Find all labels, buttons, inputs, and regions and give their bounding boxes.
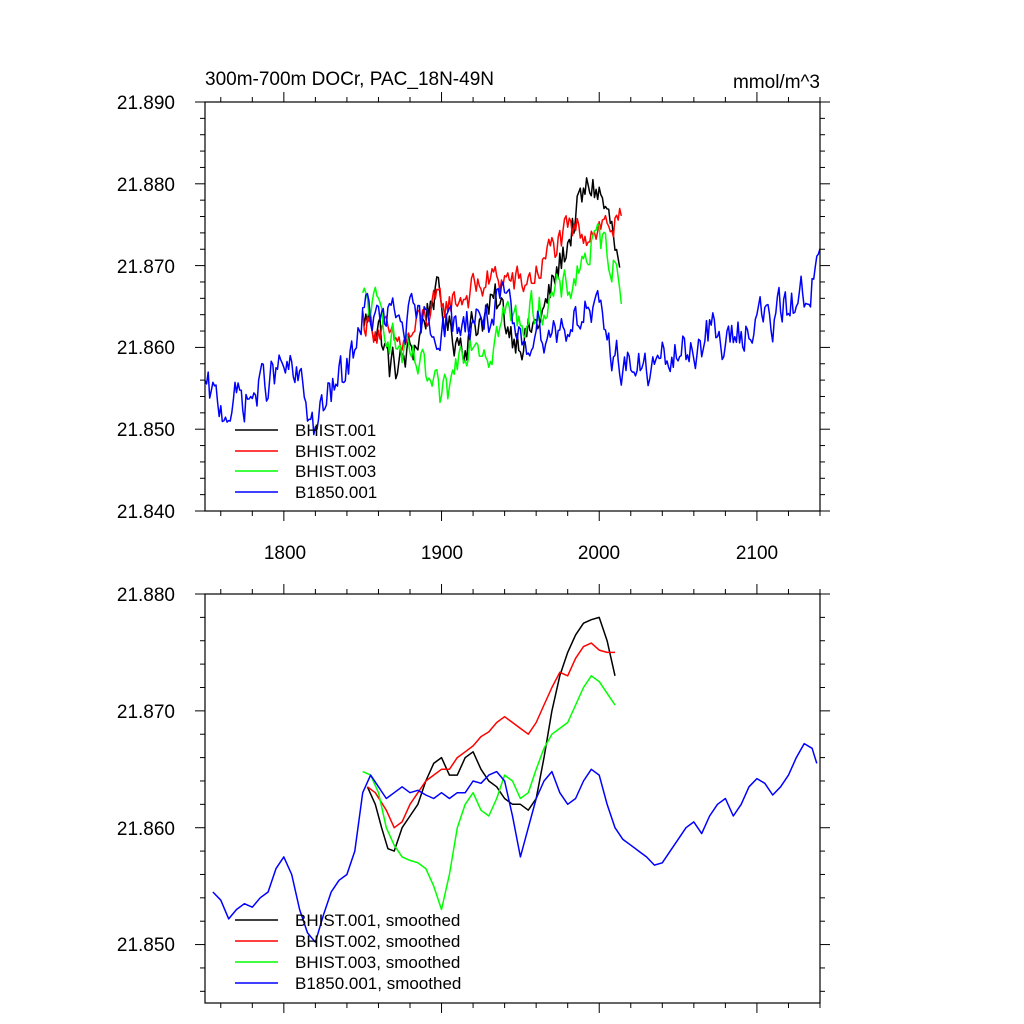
top-xtick-label: 2000 <box>578 543 620 564</box>
top-ytick-label: 21.870 <box>117 257 175 278</box>
bottom-series-line-3 <box>212 742 818 943</box>
bottom-series-line-0 <box>366 616 616 852</box>
top-series-line-3 <box>204 248 821 436</box>
legend-label-bhist002-smoothed: BHIST.002, smoothed <box>295 932 460 951</box>
top-chart-units: mmol/m^3 <box>733 72 820 93</box>
top-ytick-label: 21.860 <box>117 338 175 359</box>
bottom-plot-frame <box>204 593 821 1004</box>
top-ytick-label: 21.890 <box>117 93 175 114</box>
top-plot-frame <box>204 101 821 512</box>
legend-label-bhist001-smoothed: BHIST.001, smoothed <box>295 911 460 930</box>
legend-label-bhist003-smoothed: BHIST.003, smoothed <box>295 953 460 972</box>
bottom-series-line-1 <box>366 642 615 829</box>
legend-label-bhist003: BHIST.003 <box>295 462 376 481</box>
top-series-line-2 <box>361 223 623 404</box>
top-panel: 300m-700m DOCr, PAC_18N-49N mmol/m^3 21.… <box>117 69 830 564</box>
top-ytick-label: 21.840 <box>117 502 175 523</box>
bottom-legend: BHIST.001, smoothed BHIST.002, smoothed … <box>235 911 461 993</box>
bottom-ytick-label: 21.860 <box>117 819 175 840</box>
top-xtick-label: 2100 <box>736 543 778 564</box>
top-series-line-1 <box>361 207 623 351</box>
legend-label-b1850001: B1850.001 <box>295 483 377 502</box>
top-legend: BHIST.001 BHIST.002 BHIST.003 B1850.001 <box>235 421 377 502</box>
top-chart-title: 300m-700m DOCr, PAC_18N-49N <box>205 69 494 90</box>
bottom-axis-ticks <box>195 584 830 1013</box>
legend-label-b1850001-smoothed: B1850.001, smoothed <box>295 974 461 993</box>
bottom-ytick-label: 21.870 <box>117 702 175 723</box>
top-axis-ticks <box>195 92 830 521</box>
top-xtick-label: 1800 <box>264 543 306 564</box>
bottom-ytick-label: 21.880 <box>117 585 175 606</box>
legend-label-bhist002: BHIST.002 <box>295 442 376 461</box>
top-ytick-label: 21.850 <box>117 420 175 441</box>
bottom-series-group <box>212 616 818 943</box>
top-series-group <box>204 177 821 436</box>
bottom-panel: 21.880 21.870 21.860 21.850 BHIST.001, s… <box>117 584 830 1013</box>
top-ytick-label: 21.880 <box>117 175 175 196</box>
top-xtick-label: 1900 <box>421 543 463 564</box>
bottom-ytick-label: 21.850 <box>117 935 175 956</box>
bottom-series-line-2 <box>362 675 616 911</box>
top-series-line-0 <box>361 177 621 380</box>
legend-label-bhist001: BHIST.001 <box>295 421 376 440</box>
